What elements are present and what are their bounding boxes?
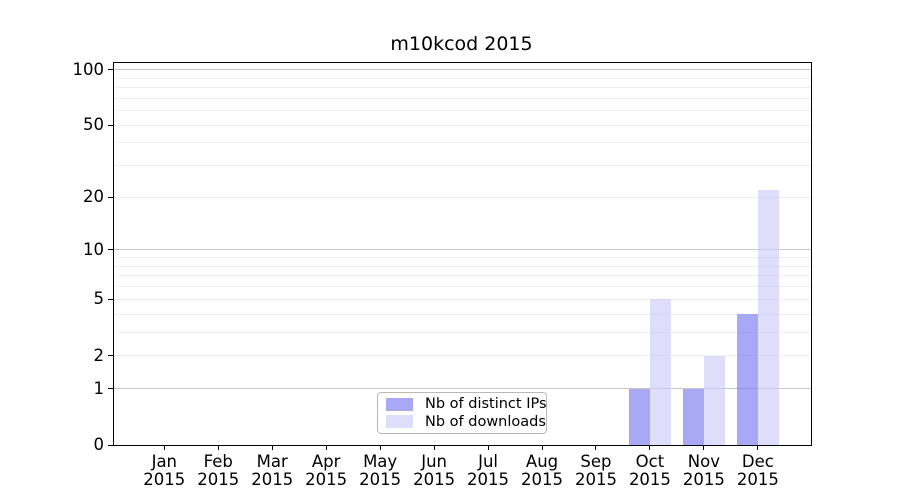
y-tick [108,298,114,300]
minor-gridline [114,196,811,198]
y-tick-label: 0 [93,435,105,454]
minor-gridline [114,275,811,277]
legend: Nb of distinct IPs Nb of downloads [377,392,547,434]
legend-item-downloads: Nb of downloads [386,413,546,430]
plot-area: 0 1 2 5 10 20 50 100 Jan 2015 Feb 2015 Mar 2015 Apr 201… [73,60,812,489]
y-tick-label: 10 [83,239,104,259]
x-tick [379,445,381,450]
minor-gridline [114,110,811,112]
y-tick [108,69,114,71]
x-tick-label: Oct 2015 [628,452,671,489]
minor-gridline [114,298,811,300]
y-tick-label: 100 [72,59,105,79]
y-tick-label: 50 [83,115,104,135]
bar-distinct-ips-oct [628,388,650,445]
minor-gridline [114,355,811,357]
x-tick-label: Jun 2015 [413,452,456,489]
minor-gridline [114,286,811,288]
x-tick-label: Mar 2015 [251,452,294,489]
bar-downloads-oct [649,299,671,445]
x-tick [541,445,543,450]
minor-gridline [114,165,811,167]
x-tick-label: Jan 2015 [143,452,186,489]
x-tick [487,445,489,450]
x-tick [703,445,705,450]
legend-item-distinct-ips: Nb of distinct IPs [386,396,547,413]
legend-swatch-downloads [386,415,413,429]
chart-title: m10kcod 2015 [390,33,533,55]
legend-swatch-distinct-ips [386,397,413,411]
x-tick [757,445,759,450]
y-tick-label: 5 [93,289,105,309]
y-tick [108,249,114,251]
y-tick [108,355,114,357]
major-gridline [114,388,811,390]
x-tick-label: Dec 2015 [736,452,779,489]
bar-downloads-dec [757,189,779,445]
y-tick [108,444,114,446]
x-tick-label: Jul 2015 [467,452,510,489]
y-tick-label: 20 [83,187,104,207]
x-tick-label: Feb 2015 [197,452,240,489]
major-gridline [114,69,811,71]
x-tick-label: Sep 2015 [574,452,617,489]
minor-gridline [114,87,811,89]
x-tick-label: Nov 2015 [682,452,725,489]
y-tick-label: 1 [93,378,105,398]
x-tick [163,445,165,450]
x-tick-label: Aug 2015 [521,452,564,489]
major-gridline [114,249,811,251]
legend-label-downloads: Nb of downloads [425,413,546,430]
minor-gridline [114,331,811,333]
x-tick [217,445,219,450]
x-tick [595,445,597,450]
x-tick [271,445,273,450]
bar-downloads-nov [703,355,725,445]
y-tick-label: 2 [93,345,105,365]
bar-distinct-ips-nov [682,388,704,445]
y-tick [108,388,114,390]
minor-gridline [114,265,811,267]
minor-gridline [114,257,811,259]
minor-gridline [114,124,811,126]
minor-gridline [114,142,811,144]
minor-gridline [114,97,811,99]
bar-distinct-ips-dec [736,314,758,445]
x-tick-label: Apr 2015 [305,452,348,489]
y-tick [108,124,114,126]
x-tick [649,445,651,450]
x-tick [325,445,327,450]
minor-gridline [114,313,811,315]
minor-gridline [114,77,811,79]
x-tick [433,445,435,450]
x-tick-label: May 2015 [359,452,402,489]
y-tick [108,196,114,198]
legend-label-distinct-ips: Nb of distinct IPs [425,396,547,413]
